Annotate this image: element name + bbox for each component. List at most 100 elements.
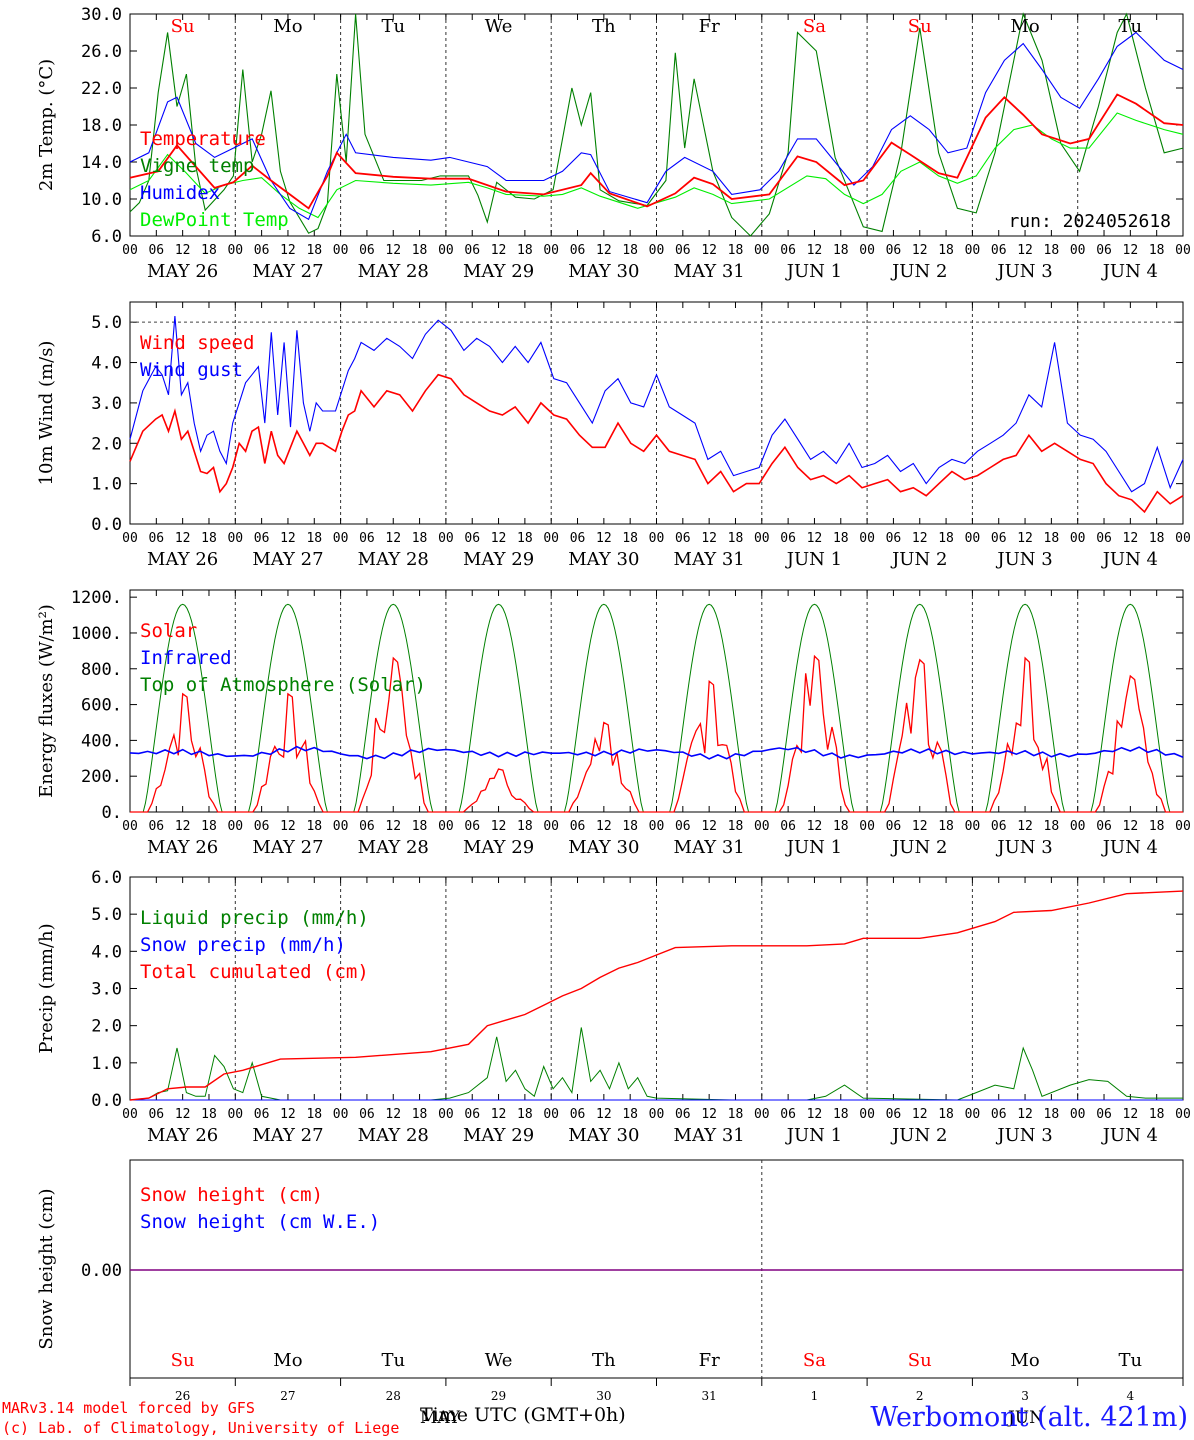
panel4-hour-label: 00 <box>965 1107 981 1122</box>
panel1-y-tick-label: 22.0 <box>81 79 122 99</box>
panel2-hour-label: 18 <box>517 531 533 546</box>
panel1-hour-label: 06 <box>991 243 1007 258</box>
panel4-legend-3: Total cumulated (cm) <box>140 961 369 983</box>
panel4-hour-label: 06 <box>464 1107 480 1122</box>
panel2-hour-label: 18 <box>938 531 954 546</box>
panel4-hour-label: 00 <box>122 1107 138 1122</box>
panel2-hour-label: 06 <box>148 531 164 546</box>
panel3-hour-label: 12 <box>280 819 296 834</box>
panel4-date-label: MAY 28 <box>358 1125 429 1146</box>
panel4-hour-label: 00 <box>649 1107 665 1122</box>
panel2-hour-label: 12 <box>491 531 507 546</box>
bottom-weekday-label: Tu <box>1119 1350 1143 1371</box>
panel4-date-label: MAY 29 <box>463 1125 534 1146</box>
panel2-hour-label: 00 <box>965 531 981 546</box>
panel1-date-label: MAY 28 <box>358 261 429 282</box>
panel3-hour-label: 00 <box>122 819 138 834</box>
panel1-date-label: MAY 27 <box>252 261 323 282</box>
weekday-label: Tu <box>1119 16 1143 37</box>
panel1-hour-label: 18 <box>517 243 533 258</box>
panel4-y-tick-label: 1.0 <box>91 1054 122 1074</box>
panel1-hour-label: 06 <box>464 243 480 258</box>
bottom-weekday-label: Mo <box>273 1350 302 1371</box>
panel3-hour-label: 00 <box>649 819 665 834</box>
panel1-hour-label: 12 <box>807 243 823 258</box>
panel1-hour-label: 12 <box>912 243 928 258</box>
panel2-hour-label: 06 <box>780 531 796 546</box>
panel1-hour-label: 06 <box>675 243 691 258</box>
panel3-legend-3: Top of Atmosphere (Solar) <box>140 674 426 696</box>
panel4-hour-label: 18 <box>1149 1107 1165 1122</box>
panel2-hour-label: 12 <box>807 531 823 546</box>
panel4-hour-label: 12 <box>912 1107 928 1122</box>
panel1-hour-label: 18 <box>938 243 954 258</box>
panel4-hour-label: 06 <box>780 1107 796 1122</box>
panel1-hour-label: 12 <box>175 243 191 258</box>
panel1-date-label: MAY 31 <box>674 261 745 282</box>
weekday-label: We <box>485 16 513 37</box>
panel2-date-label: MAY 26 <box>147 549 218 570</box>
panel1-legend-2: Vigne temp <box>140 155 254 177</box>
panel4-hour-label: 12 <box>1017 1107 1033 1122</box>
bottom-weekday-label: Su <box>171 1350 195 1371</box>
panel4-hour-label: 06 <box>254 1107 270 1122</box>
panel4-hour-label: 06 <box>675 1107 691 1122</box>
bottom-day-number: 4 <box>1127 1389 1135 1403</box>
panel1-date-label: JUN 2 <box>890 261 947 282</box>
panel2-hour-label: 00 <box>649 531 665 546</box>
panel3-date-label: JUN 1 <box>785 837 842 858</box>
panel4-hour-label: 06 <box>359 1107 375 1122</box>
panel2-hour-label: 00 <box>543 531 559 546</box>
panel3-date-label: JUN 2 <box>890 837 947 858</box>
panel2-hour-label: 06 <box>254 531 270 546</box>
panel4-date-label: JUN 4 <box>1101 1125 1158 1146</box>
panel3-y-tick-label: 600. <box>81 696 122 716</box>
temp-series-humidex <box>129 31 1184 221</box>
panel3-hour-label: 18 <box>938 819 954 834</box>
panel3-hour-label: 12 <box>701 819 717 834</box>
panel2-y-tick-label: 2.0 <box>91 434 122 454</box>
liquid-precip-series <box>129 1027 1183 1101</box>
panel2-y-tick-label: 1.0 <box>91 475 122 495</box>
panel1-hour-label: 06 <box>254 243 270 258</box>
panel4-hour-label: 06 <box>886 1107 902 1122</box>
panel1-date-label: MAY 30 <box>568 261 639 282</box>
panel4-date-label: MAY 27 <box>252 1125 323 1146</box>
panel4-hour-label: 12 <box>807 1107 823 1122</box>
panel3-date-label: MAY 31 <box>674 837 745 858</box>
panel4-hour-label: 00 <box>1070 1107 1086 1122</box>
panel4-hour-label: 12 <box>280 1107 296 1122</box>
panel2-hour-label: 18 <box>412 531 428 546</box>
panel1-y-tick-label: 26.0 <box>81 42 122 62</box>
panel2-hour-label: 12 <box>701 531 717 546</box>
bottom-day-number: 29 <box>491 1389 506 1403</box>
panel2-hour-label: 12 <box>280 531 296 546</box>
bottom-weekday-label: Su <box>908 1350 932 1371</box>
panel1-hour-label: 00 <box>859 243 875 258</box>
panel4-date-label: JUN 3 <box>995 1125 1052 1146</box>
panel2-hour-label: 12 <box>912 531 928 546</box>
panel4-hour-label: 06 <box>570 1107 586 1122</box>
panel1-legend-4: DewPoint Temp <box>140 209 289 231</box>
panel3-hour-label: 06 <box>991 819 1007 834</box>
panel2-hour-label: 12 <box>175 531 191 546</box>
panel4-hour-label: 18 <box>938 1107 954 1122</box>
panel1-hour-label: 06 <box>570 243 586 258</box>
panel2-date-label: MAY 27 <box>252 549 323 570</box>
panel2-hour-label: 12 <box>385 531 401 546</box>
panel1-date-label: MAY 29 <box>463 261 534 282</box>
panel4-hour-label: 18 <box>517 1107 533 1122</box>
panel2-hour-label: 06 <box>570 531 586 546</box>
panel4-hour-label: 06 <box>991 1107 1007 1122</box>
weekday-label: Fr <box>699 16 720 37</box>
panel4-hour-label: 06 <box>1096 1107 1112 1122</box>
panel2-y-tick-label: 0.0 <box>91 515 122 535</box>
panel4-y-tick-label: 3.0 <box>91 980 122 1000</box>
panel1-hour-label: 00 <box>965 243 981 258</box>
panel2-hour-label: 18 <box>833 531 849 546</box>
temp-series-dewpoint-temp <box>129 112 1184 219</box>
panel3-hour-label: 12 <box>385 819 401 834</box>
panel2-hour-label: 12 <box>1123 531 1139 546</box>
panel3-hour-label: 18 <box>517 819 533 834</box>
bottom-day-number: 1 <box>811 1389 819 1403</box>
